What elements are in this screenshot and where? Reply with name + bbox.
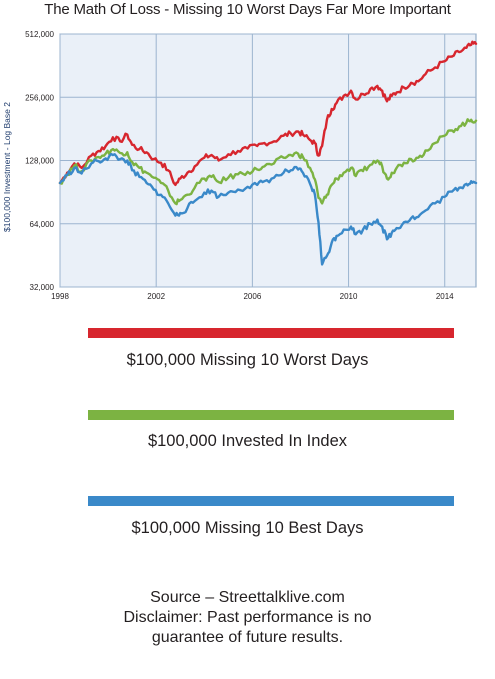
x-tick-label: 2010 — [340, 292, 358, 301]
y-axis-label: $100,000 Investment - Log Base 2 — [2, 102, 12, 232]
y-tick-label: 32,000 — [30, 283, 55, 292]
source-line: Source – Streettalklive.com — [150, 589, 345, 606]
series-line-100-000-invested-in-index — [58, 118, 478, 206]
source-note: Source – Streettalklive.com Disclaimer: … — [0, 588, 495, 648]
y-axis-ticks: 32,000 64,000 128,000 256,000 512,000 — [25, 30, 54, 292]
legend-swatch-index — [88, 410, 454, 420]
legend-label-best-days: $100,000 Missing 10 Best Days — [131, 519, 364, 537]
y-tick-label: 256,000 — [25, 93, 54, 102]
legend-label-index: $100,000 Invested In Index — [147, 432, 348, 450]
legend-label-worst-days: $100,000 Missing 10 Worst Days — [126, 351, 369, 369]
legend-swatch-best-days — [88, 496, 454, 506]
y-tick-label: 512,000 — [25, 30, 54, 39]
disclaimer-line-2: guarantee of future results. — [151, 629, 344, 646]
y-tick-label: 128,000 — [25, 157, 54, 166]
series-line-100-000-missing-10-worst-days — [58, 40, 478, 187]
x-tick-label: 2002 — [147, 292, 165, 301]
x-tick-label: 2014 — [436, 292, 454, 301]
x-tick-label: 2006 — [243, 292, 261, 301]
line-chart: 32,000 64,000 128,000 256,000 512,000 1998 20… — [2, 30, 478, 301]
y-tick-label: 64,000 — [30, 220, 55, 229]
legend-swatch-worst-days — [88, 328, 454, 338]
chart-series — [58, 40, 478, 266]
chart-title: The Math Of Loss - Missing 10 Worst Days… — [44, 1, 451, 18]
x-axis-ticks: 1998 2002 2006 2010 2014 — [51, 292, 454, 301]
chart-grid — [59, 33, 476, 288]
series-line-100-000-missing-10-best-days — [58, 152, 478, 266]
disclaimer-line-1: Disclaimer: Past performance is no — [123, 609, 372, 626]
x-tick-label: 1998 — [51, 292, 69, 301]
